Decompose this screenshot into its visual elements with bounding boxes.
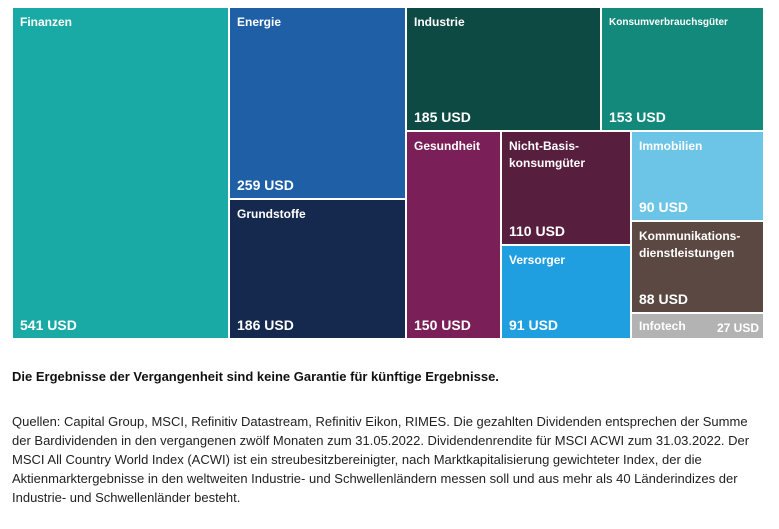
treemap-tile: Energie 259 USD	[230, 8, 405, 198]
disclaimer: Die Ergebnisse der Vergangenheit sind ke…	[12, 369, 499, 384]
tile-value: 186 USD	[237, 317, 294, 333]
treemap-tile: Gesundheit 150 USD	[407, 132, 500, 338]
treemap-tile: Konsumverbrauchsgüter 153 USD	[602, 8, 763, 130]
tile-value: 88 USD	[639, 291, 689, 307]
tile-value: 259 USD	[237, 177, 294, 193]
treemap-tile: Versorger 91 USD	[502, 246, 630, 338]
tile-label: Konsumverbrauchsgüter	[609, 17, 728, 28]
tile-label: Infotech	[639, 319, 686, 333]
tile-value: 185 USD	[414, 109, 471, 125]
tile-value: 110 USD	[509, 223, 566, 239]
tile-label: Grundstoffe	[237, 207, 306, 221]
tile-label: Nicht-Basis-konsumgüter	[509, 139, 586, 170]
tile-value: 91 USD	[509, 317, 559, 333]
treemap-tile: Kommunikations-dienstleistungen 88 USD	[632, 222, 763, 312]
tile-label: Finanzen	[20, 15, 73, 29]
tile-value: 153 USD	[609, 109, 666, 125]
treemap-tile: Nicht-Basis-konsumgüter 110 USD	[502, 132, 630, 244]
treemap-tile: Finanzen 541 USD	[13, 8, 228, 338]
treemap-tile: Grundstoffe 186 USD	[230, 200, 405, 338]
sources: Quellen: Capital Group, MSCI, Refinitiv …	[12, 414, 750, 505]
treemap: Finanzen 541 USD Energie 259 USD Grundstoffe…	[13, 8, 763, 338]
tile-label: Industrie	[414, 15, 465, 29]
tile-label: Energie	[237, 15, 282, 29]
tile-value: 27 USD	[716, 321, 759, 335]
tile-label: Versorger	[509, 253, 566, 267]
tile-value: 150 USD	[414, 317, 471, 333]
tile-label: Immobilien	[639, 139, 703, 153]
treemap-tile: Infotech 27 USD	[632, 314, 763, 338]
tile-value: 90 USD	[639, 199, 689, 215]
tile-value: 541 USD	[20, 317, 77, 333]
tile-label: Kommunikations-dienstleistungen	[639, 229, 741, 260]
treemap-tile: Industrie 185 USD	[407, 8, 600, 130]
treemap-tile: Immobilien 90 USD	[632, 132, 763, 220]
tile-label: Gesundheit	[414, 139, 481, 153]
